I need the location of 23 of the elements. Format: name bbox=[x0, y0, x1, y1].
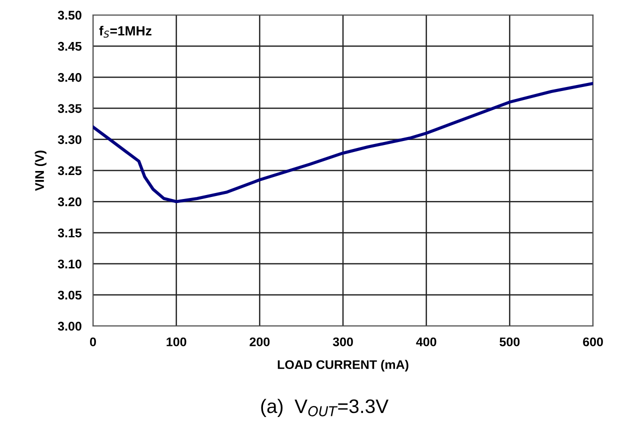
y-tick-label: 3.15 bbox=[58, 228, 82, 238]
y-axis-title: VIN (V) bbox=[34, 150, 46, 191]
x-tick-label: 600 bbox=[583, 337, 603, 346]
line-series bbox=[93, 82, 593, 204]
y-tick-label: 3.10 bbox=[58, 260, 82, 268]
y-tick-label: 3.25 bbox=[58, 166, 82, 176]
y-tick-label: 3.45 bbox=[58, 42, 82, 51]
y-tick-label: 3.35 bbox=[58, 104, 82, 113]
x-axis-title: LOAD CURRENT (mA) bbox=[278, 360, 408, 372]
x-tick-label: 400 bbox=[416, 337, 436, 346]
y-tick-label: 3.50 bbox=[58, 10, 82, 20]
text: (a) V$_{OUT}$=3.3V bbox=[261, 398, 388, 417]
x-tick-label: 100 bbox=[166, 337, 186, 346]
x-tick-label: 500 bbox=[500, 337, 520, 346]
x-tick-label: 300 bbox=[332, 337, 353, 346]
y-tick-label: 3.40 bbox=[58, 73, 82, 82]
x-tick-label: 200 bbox=[250, 337, 270, 346]
annotation: f$_{S}$=1MHz bbox=[99, 26, 152, 38]
y-tick-label: 3.00 bbox=[58, 322, 82, 331]
y-tick-label: 3.05 bbox=[58, 290, 82, 300]
y-tick-label: 3.20 bbox=[58, 197, 82, 206]
x-tick-label: 0 bbox=[90, 337, 96, 346]
y-tick-label: 3.30 bbox=[58, 135, 82, 144]
